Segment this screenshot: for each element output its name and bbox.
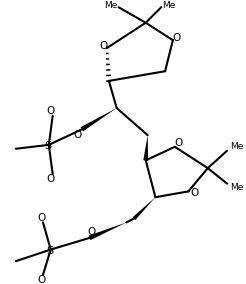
Text: Me: Me [162, 1, 176, 10]
Text: O: O [47, 174, 55, 184]
Polygon shape [143, 135, 148, 160]
Polygon shape [89, 222, 126, 240]
Text: O: O [37, 212, 45, 223]
Text: Me: Me [230, 142, 244, 151]
Text: O: O [175, 138, 183, 148]
Text: O: O [190, 188, 198, 198]
Text: O: O [99, 41, 107, 51]
Text: S: S [46, 246, 53, 256]
Text: O: O [37, 275, 45, 284]
Text: S: S [44, 141, 51, 151]
Polygon shape [133, 197, 155, 220]
Text: Me: Me [230, 183, 244, 192]
Text: O: O [47, 106, 55, 116]
Text: O: O [87, 227, 96, 237]
Text: Me: Me [104, 1, 118, 10]
Text: O: O [74, 130, 82, 140]
Polygon shape [80, 108, 117, 131]
Text: O: O [173, 33, 181, 43]
